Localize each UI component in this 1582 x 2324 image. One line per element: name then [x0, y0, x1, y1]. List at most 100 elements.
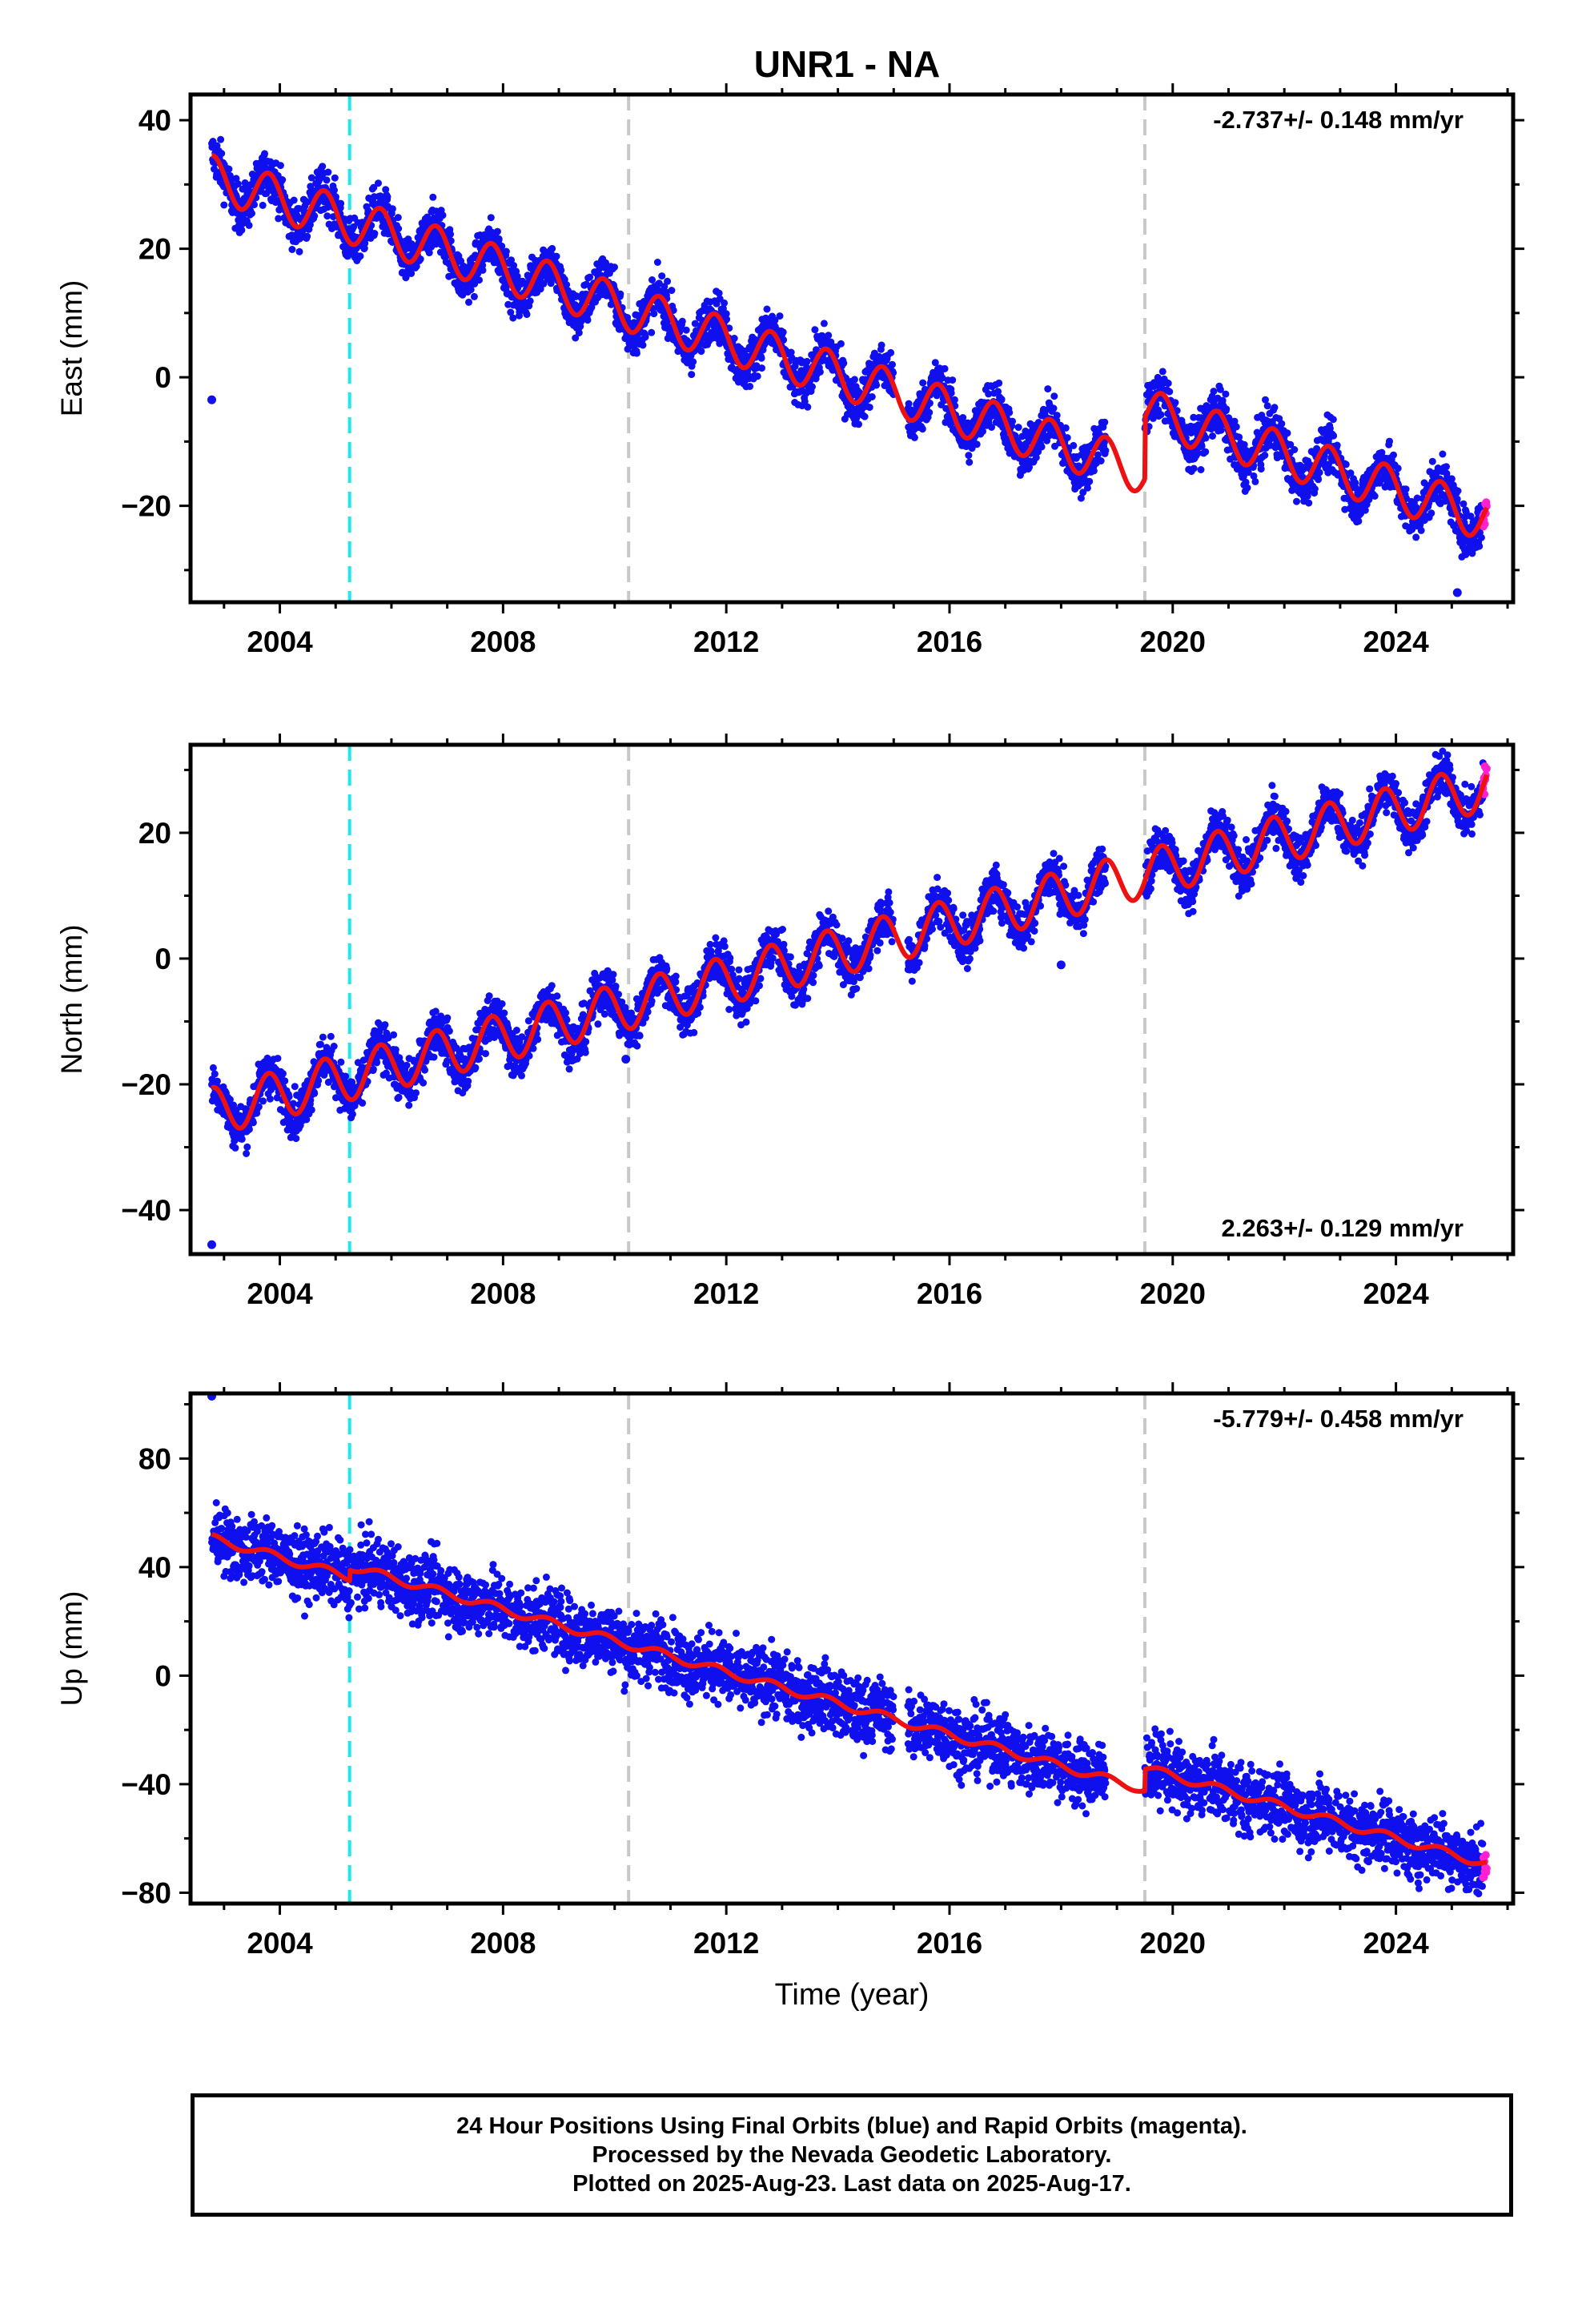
data-point	[211, 165, 218, 173]
data-point	[889, 360, 896, 368]
data-point	[1070, 441, 1078, 449]
final-orbit-points	[207, 747, 1487, 1249]
data-point	[1412, 533, 1420, 541]
data-point	[259, 157, 267, 165]
data-point	[721, 299, 729, 307]
data-point	[523, 311, 531, 319]
data-point	[757, 354, 765, 362]
data-point	[303, 232, 311, 240]
data-point	[327, 1032, 335, 1040]
data-point	[276, 162, 284, 170]
data-point	[465, 298, 472, 306]
data-point	[383, 193, 391, 201]
data-point	[689, 358, 697, 366]
data-point	[274, 1055, 282, 1063]
data-point	[259, 1097, 267, 1105]
x-tick-label: 2008	[470, 625, 536, 658]
data-point	[331, 174, 339, 182]
data-point	[697, 348, 705, 356]
data-point	[1090, 467, 1098, 475]
data-point	[941, 364, 949, 372]
data-point	[1330, 432, 1338, 440]
data-point	[1454, 487, 1462, 495]
data-point	[1009, 417, 1016, 425]
panel-frame	[188, 92, 1516, 605]
data-point	[1453, 495, 1461, 503]
data-point	[979, 428, 986, 436]
data-point	[445, 1027, 453, 1035]
data-point	[482, 1050, 489, 1058]
data-point	[370, 183, 378, 191]
data-point	[1315, 468, 1323, 476]
data-point	[1428, 457, 1436, 465]
data-point	[1202, 434, 1210, 442]
data-point	[918, 425, 926, 433]
data-point	[1251, 477, 1259, 485]
data-point	[263, 190, 271, 197]
data-point	[1006, 408, 1014, 416]
data-point	[381, 1021, 389, 1029]
plot-area-east	[207, 94, 1491, 602]
data-point	[811, 326, 819, 334]
data-point	[1311, 485, 1319, 493]
data-point	[337, 199, 345, 207]
data-point	[1086, 477, 1094, 485]
data-point	[616, 290, 624, 298]
data-point	[650, 310, 658, 318]
data-point	[281, 1077, 289, 1085]
data-point	[1443, 463, 1450, 471]
data-point	[403, 1061, 411, 1069]
data-point	[905, 400, 913, 408]
data-point	[217, 135, 225, 143]
data-point	[476, 1055, 483, 1063]
data-point	[1044, 385, 1052, 393]
data-point	[840, 360, 848, 367]
data-point	[1439, 450, 1447, 458]
data-point	[319, 1033, 327, 1041]
data-point	[394, 214, 402, 222]
data-point	[391, 1046, 400, 1054]
data-point	[648, 328, 656, 336]
data-point	[1278, 420, 1286, 428]
data-point	[758, 364, 765, 372]
data-point	[1190, 464, 1198, 472]
data-point	[1329, 416, 1337, 424]
data-point	[279, 176, 287, 183]
data-point	[730, 335, 738, 342]
y-tick-label: 20	[139, 233, 171, 266]
data-point	[688, 371, 696, 379]
data-point	[653, 259, 661, 266]
data-point	[319, 163, 327, 171]
data-point	[248, 210, 255, 217]
data-point	[472, 1063, 480, 1072]
data-point	[776, 312, 784, 320]
data-point	[429, 193, 437, 201]
data-point	[1222, 390, 1230, 398]
data-point	[1223, 405, 1231, 413]
data-point	[479, 266, 487, 274]
data-point	[1417, 526, 1425, 534]
data-point	[323, 176, 331, 184]
data-point	[868, 393, 876, 400]
data-point	[1235, 433, 1243, 441]
data-point	[1371, 493, 1379, 500]
rate-label: -2.737+/- 0.148 mm/yr	[1213, 106, 1464, 134]
y-tick-label: −20	[121, 490, 171, 523]
data-point	[476, 276, 483, 284]
data-point	[611, 263, 618, 271]
data-point	[323, 212, 331, 220]
data-point	[1460, 500, 1468, 508]
data-point	[342, 1072, 350, 1080]
data-point	[851, 376, 858, 384]
y-tick-label: 0	[155, 361, 171, 394]
data-point	[1014, 424, 1022, 432]
data-point	[678, 317, 686, 325]
x-tick-label: 2016	[917, 625, 982, 658]
data-point	[855, 420, 862, 428]
data-point	[261, 150, 268, 158]
data-point	[1101, 418, 1109, 426]
data-point	[1210, 388, 1218, 396]
data-point	[1197, 466, 1205, 473]
data-point	[290, 196, 298, 204]
